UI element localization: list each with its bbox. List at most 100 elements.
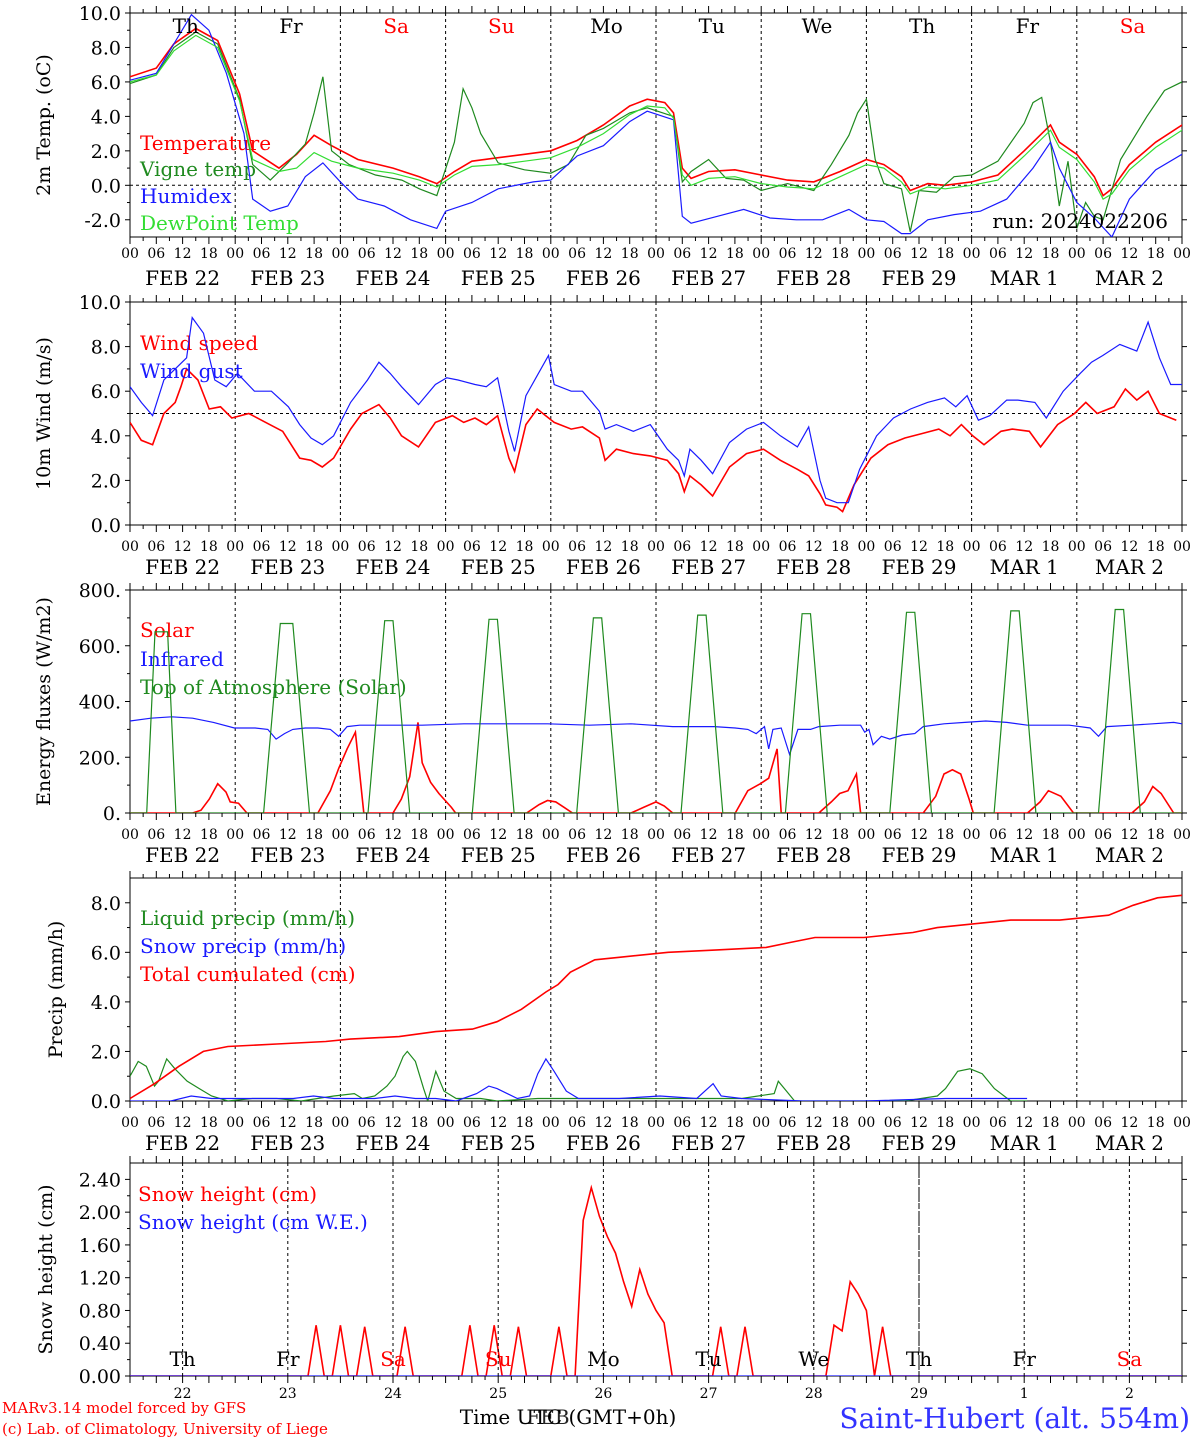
day-number: 1 [1020, 1386, 1029, 1402]
hour-tick-label: 06 [989, 539, 1007, 555]
legend-entry: Wind speed [140, 331, 258, 355]
series-line-5-1 [130, 1184, 1182, 1376]
y-tick-label: 0.0 [91, 175, 121, 197]
hour-tick-label: 12 [910, 246, 928, 262]
hour-tick-label: 06 [673, 246, 691, 262]
hour-tick-label: 06 [779, 539, 797, 555]
series-line-1-2 [130, 31, 1182, 232]
date-label: FEB 22 [145, 1131, 220, 1155]
hour-tick-label: 12 [700, 1115, 718, 1131]
date-label: FEB 29 [882, 555, 957, 579]
time-axis-4: 00 06 12 18 00 06 12 18 00 06 12 18 00 06 12 18 00 06 12 18… [121, 1115, 1191, 1155]
hour-tick-label: 00 [963, 246, 981, 262]
hour-tick-label: 18 [305, 539, 323, 555]
hour-tick-label: 18 [410, 539, 428, 555]
day-number: 22 [174, 1386, 192, 1402]
y-tick-label: 6.0 [91, 381, 121, 403]
hour-tick-label: 12 [1015, 1115, 1033, 1131]
series-line-4-1 [130, 1050, 1028, 1101]
hour-tick-label: 06 [884, 827, 902, 843]
y-tick-label: 0.40 [79, 1333, 121, 1355]
hour-tick-label: 00 [226, 246, 244, 262]
day-name-bottom: We [798, 1347, 829, 1371]
y-tick-label: 0.80 [79, 1300, 121, 1322]
date-label: FEB 25 [461, 266, 536, 290]
day-name-bottom: Tu [695, 1347, 721, 1371]
day-name-bottom: Sa [1117, 1347, 1143, 1371]
y-tick-label: 2.0 [91, 470, 121, 492]
hour-tick-label: 00 [752, 1115, 770, 1131]
series-line-3-1 [130, 722, 1182, 813]
hour-tick-label: 12 [174, 246, 192, 262]
hour-tick-label: 06 [779, 827, 797, 843]
day-number: 29 [910, 1386, 928, 1402]
day-name: Th [173, 14, 199, 38]
time-axis-2: 00 06 12 18 00 06 12 18 00 06 12 18 00 06 12 18 00 06 12 18… [121, 539, 1191, 579]
day-name: Su [488, 14, 515, 38]
hour-tick-label: 00 [647, 246, 665, 262]
hour-tick-label: 06 [463, 827, 481, 843]
hour-tick-label: 12 [489, 246, 507, 262]
y-tick-label: 0. [103, 803, 121, 825]
hour-tick-label: 12 [1015, 827, 1033, 843]
hour-tick-label: 18 [936, 827, 954, 843]
plot-frame [129, 12, 1183, 238]
hour-tick-label: 18 [831, 827, 849, 843]
hour-tick-label: 00 [857, 539, 875, 555]
hour-tick-label: 00 [121, 539, 139, 555]
day-number: 26 [594, 1386, 612, 1402]
day-name-bottom: Th [169, 1347, 195, 1371]
date-label: MAR 1 [990, 1131, 1059, 1155]
date-label: FEB 28 [776, 843, 851, 867]
panel-1: -2.00.02.04.06.08.010.02m Temp. (oC) Temp… [33, 3, 1187, 244]
hour-tick-label: 12 [279, 1115, 297, 1131]
hour-tick-label: 12 [279, 827, 297, 843]
legend-entry: Solar [140, 618, 194, 642]
hour-tick-label: 12 [279, 539, 297, 555]
hour-tick-label: 00 [1173, 827, 1191, 843]
hour-tick-label: 18 [621, 539, 639, 555]
hour-tick-label: 00 [226, 1115, 244, 1131]
hour-tick-label: 00 [1068, 246, 1086, 262]
date-label: FEB 25 [461, 1131, 536, 1155]
hour-tick-label: 06 [989, 827, 1007, 843]
date-label: FEB 23 [250, 843, 325, 867]
hour-tick-label: 06 [673, 1115, 691, 1131]
hour-tick-label: 12 [489, 539, 507, 555]
hour-tick-label: 00 [963, 539, 981, 555]
legend-entry: Wind gust [140, 359, 243, 383]
hour-tick-label: 06 [253, 827, 271, 843]
hour-tick-label: 18 [936, 1115, 954, 1131]
series-line-3-2 [130, 716, 1182, 757]
hour-tick-label: 06 [568, 246, 586, 262]
hour-tick-label: 06 [989, 1115, 1007, 1131]
hour-tick-label: 06 [1094, 246, 1112, 262]
panel-5: 0.00 0.40 0.80 1.20 1.60 2.00 2.40 Snow height … [35, 1156, 1187, 1402]
hour-tick-label: 12 [384, 827, 402, 843]
date-label: FEB 22 [145, 843, 220, 867]
hour-tick-label: 12 [279, 246, 297, 262]
date-label: FEB 28 [776, 555, 851, 579]
y-tick-label: 0.0 [91, 515, 121, 537]
y-tick-label: 1.20 [79, 1268, 121, 1290]
hour-tick-label: 00 [1068, 827, 1086, 843]
hour-tick-label: 06 [884, 1115, 902, 1131]
hour-tick-label: 06 [673, 827, 691, 843]
legend-entry: Total cumulated (cm) [140, 962, 356, 986]
day-name: Sa [383, 14, 409, 38]
date-label: FEB 24 [356, 843, 431, 867]
hour-tick-label: 00 [1068, 539, 1086, 555]
hour-tick-label: 12 [1015, 246, 1033, 262]
y-tick-label: 8.0 [91, 37, 121, 59]
run-label: run: 2024022206 [992, 209, 1168, 233]
date-label: MAR 2 [1095, 1131, 1164, 1155]
day-name: Tu [699, 14, 725, 38]
hour-tick-label: 18 [200, 1115, 218, 1131]
y-tick-label: 10.0 [79, 292, 121, 314]
date-label: FEB 24 [356, 266, 431, 290]
hour-tick-label: 00 [437, 539, 455, 555]
date-label: FEB 22 [145, 266, 220, 290]
hour-tick-label: 12 [384, 246, 402, 262]
y-tick-label: 8.0 [91, 337, 121, 359]
